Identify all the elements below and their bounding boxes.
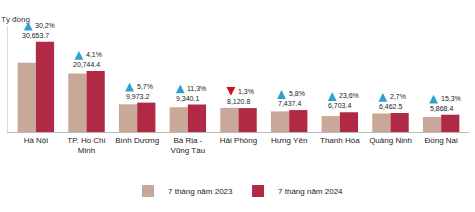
svg-text:5,7%: 5,7% bbox=[137, 83, 153, 90]
svg-text:Hưng Yên: Hưng Yên bbox=[271, 136, 307, 145]
svg-text:6,703.4: 6,703.4 bbox=[328, 102, 351, 109]
svg-text:30,2%: 30,2% bbox=[35, 22, 55, 29]
svg-text:6,462.5: 6,462.5 bbox=[379, 103, 402, 110]
svg-text:1,3%: 1,3% bbox=[238, 88, 254, 95]
svg-text:5,868.4: 5,868.4 bbox=[430, 105, 453, 112]
svg-text:Tỷ đồng: Tỷ đồng bbox=[1, 15, 30, 24]
svg-text:23,6%: 23,6% bbox=[339, 92, 359, 99]
svg-text:5,8%: 5,8% bbox=[289, 90, 305, 97]
svg-text:8,120.8: 8,120.8 bbox=[227, 98, 250, 105]
svg-text:Hà Nội: Hà Nội bbox=[24, 136, 49, 145]
svg-text:Đồng Nai: Đồng Nai bbox=[424, 136, 458, 145]
svg-text:4,1%: 4,1% bbox=[86, 51, 102, 58]
svg-text:9,340.1: 9,340.1 bbox=[176, 95, 199, 102]
svg-text:11,3%: 11,3% bbox=[187, 85, 206, 92]
svg-text:TP. Hồ ChíMinh: TP. Hồ ChíMinh bbox=[67, 136, 106, 155]
svg-text:Bình Dương: Bình Dương bbox=[115, 136, 159, 145]
svg-text:Hải Phòng: Hải Phòng bbox=[220, 136, 257, 145]
svg-text:7 tháng năm 2023: 7 tháng năm 2023 bbox=[168, 187, 233, 196]
svg-text:20,744.4: 20,744.4 bbox=[73, 61, 100, 68]
svg-text:15,3%: 15,3% bbox=[441, 95, 461, 102]
svg-text:9,973.2: 9,973.2 bbox=[126, 93, 149, 100]
svg-text:2,7%: 2,7% bbox=[390, 93, 406, 100]
svg-text:Bà Rịa -Vũng Tàu: Bà Rịa -Vũng Tàu bbox=[171, 136, 206, 155]
svg-text:Quảng Ninh: Quảng Ninh bbox=[369, 136, 412, 145]
svg-text:7 tháng năm 2024: 7 tháng năm 2024 bbox=[278, 187, 343, 196]
svg-text:30,653.7: 30,653.7 bbox=[22, 32, 49, 39]
svg-text:Thanh Hóa: Thanh Hóa bbox=[320, 136, 360, 145]
svg-text:7,437.4: 7,437.4 bbox=[278, 100, 301, 107]
